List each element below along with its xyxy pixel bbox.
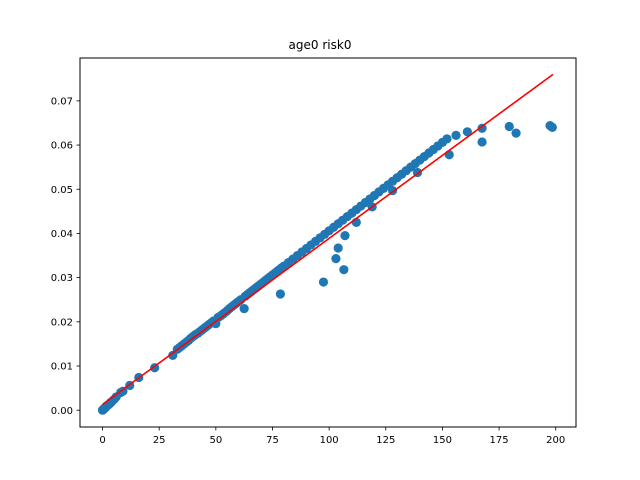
x-tick-label: 150 xyxy=(433,435,452,446)
scatter-point xyxy=(477,123,487,133)
plot-area xyxy=(79,57,577,428)
fit-line-layer xyxy=(102,73,554,406)
y-tick-label: 0.03 xyxy=(51,273,73,284)
fit-line xyxy=(102,73,554,406)
scatter-point xyxy=(444,150,454,160)
scatter-point xyxy=(318,277,329,287)
x-tick-label: 0 xyxy=(99,435,105,446)
scatter-point xyxy=(239,303,249,314)
scatter-point xyxy=(333,243,343,253)
y-axis-ticks: 0.00 0.01 0.02 0.03 0.04 0.05 0.06 0.07 xyxy=(51,96,80,417)
scatter-point xyxy=(504,121,514,132)
y-tick-label: 0.05 xyxy=(51,185,73,196)
x-axis-ticks: 0 25 50 75 100 125 150 175 200 xyxy=(99,427,565,446)
x-tick-label: 25 xyxy=(153,435,166,446)
scatter-point xyxy=(331,254,341,264)
y-tick-label: 0.01 xyxy=(51,362,73,373)
scatter-point xyxy=(275,289,286,299)
y-tick-label: 0.07 xyxy=(51,96,73,107)
scatter-point xyxy=(339,265,349,275)
y-tick-label: 0.06 xyxy=(51,141,73,152)
scatter-point xyxy=(451,130,461,140)
scatter-point xyxy=(547,122,557,132)
y-tick-label: 0.00 xyxy=(51,406,73,417)
scatter-point xyxy=(477,137,487,147)
x-tick-label: 175 xyxy=(490,435,509,446)
scatter-points xyxy=(97,121,557,415)
x-tick-label: 200 xyxy=(546,435,565,446)
x-tick-label: 100 xyxy=(320,435,339,446)
scatter-point xyxy=(118,386,128,396)
x-tick-label: 75 xyxy=(266,435,279,446)
y-tick-label: 0.02 xyxy=(51,317,73,328)
scatter-point xyxy=(462,127,472,137)
chart-title: age0 risk0 xyxy=(289,38,352,52)
scatter-point xyxy=(511,128,521,138)
scatter-point xyxy=(340,231,350,241)
x-tick-label: 50 xyxy=(209,435,222,446)
axes-frame xyxy=(79,57,577,428)
axes-background xyxy=(80,58,576,427)
scatter-point xyxy=(442,134,452,144)
x-tick-label: 125 xyxy=(376,435,395,446)
y-tick-label: 0.04 xyxy=(51,229,73,240)
